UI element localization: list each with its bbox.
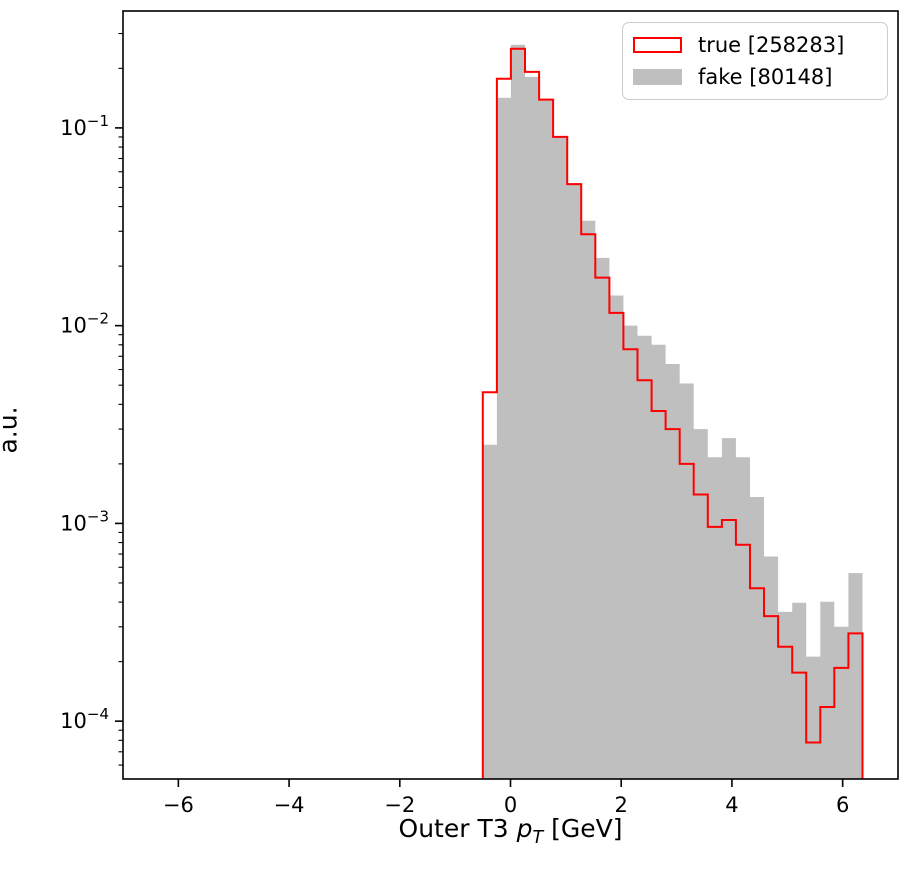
legend: true [258283] fake [80148] xyxy=(622,22,888,100)
legend-label-true: true [258283] xyxy=(698,32,845,57)
x-axis-label-suffix: [GeV] xyxy=(543,814,623,843)
histogram-true-step xyxy=(481,47,864,779)
y-axis-label: a.u. xyxy=(0,406,23,454)
y-tick-label: 10−1 xyxy=(60,112,109,140)
x-axis-label: Outer T3 pT [GeV] xyxy=(123,814,898,848)
histogram-fake-filled xyxy=(482,44,863,780)
x-tick-label: 0 xyxy=(504,793,517,817)
legend-entry-fake: fake [80148] xyxy=(633,64,875,90)
legend-swatch-true xyxy=(633,37,682,53)
x-tick-label: −2 xyxy=(384,793,415,817)
legend-entry-true: true [258283] xyxy=(633,32,875,58)
x-tick-label: 2 xyxy=(615,793,628,817)
y-tick-label: 10−3 xyxy=(60,507,109,535)
y-tick-label: 10−4 xyxy=(60,705,109,733)
legend-label-fake: fake [80148] xyxy=(698,64,833,89)
y-tick-label: 10−2 xyxy=(60,310,109,338)
x-axis-label-prefix: Outer T3 xyxy=(398,814,517,843)
x-axis-label-variable: p xyxy=(516,814,533,843)
x-tick-label: 4 xyxy=(725,793,738,817)
legend-swatch-fake xyxy=(633,69,682,85)
x-axis-label-subscript: T xyxy=(532,828,544,848)
x-tick-label: −4 xyxy=(274,793,305,817)
x-tick-label: −6 xyxy=(163,793,194,817)
x-tick-label: 6 xyxy=(836,793,849,817)
